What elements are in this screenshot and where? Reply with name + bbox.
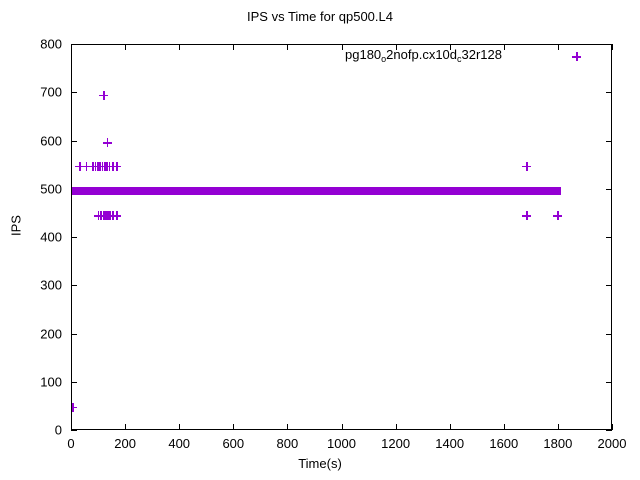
data-point-marker xyxy=(81,161,91,171)
x-tick-label: 600 xyxy=(222,436,245,451)
x-axis-label: Time(s) xyxy=(298,456,342,471)
data-band xyxy=(72,187,562,196)
x-tick-label: 400 xyxy=(168,436,191,451)
data-point-marker xyxy=(101,211,111,221)
y-tick-mark xyxy=(71,333,77,335)
x-tick-mark xyxy=(612,44,613,50)
x-tick-label: 2000 xyxy=(597,436,627,451)
x-tick-mark xyxy=(612,424,613,430)
x-tick-mark xyxy=(287,44,289,50)
data-point-marker xyxy=(104,161,114,171)
x-tick-mark xyxy=(503,44,505,50)
x-tick-label: 800 xyxy=(276,436,299,451)
x-tick-mark xyxy=(179,424,181,430)
x-tick-mark xyxy=(341,424,343,430)
x-tick-mark xyxy=(449,424,451,430)
x-tick-label: 200 xyxy=(114,436,136,451)
y-tick-mark xyxy=(71,237,77,238)
y-tick-mark xyxy=(606,188,612,190)
data-point-marker xyxy=(98,211,108,221)
y-tick-label: 400 xyxy=(40,229,62,245)
x-tick-mark xyxy=(287,424,289,430)
data-point-marker xyxy=(553,211,563,221)
y-tick-mark xyxy=(606,430,612,431)
y-tick-label: 200 xyxy=(40,326,62,341)
x-tick-mark xyxy=(557,424,559,430)
y-tick-label: 700 xyxy=(40,84,62,100)
legend-label: pg180o2nofp.cx10dc32r128 xyxy=(345,47,502,64)
data-point-marker xyxy=(92,161,102,171)
x-tick-mark xyxy=(557,44,559,50)
data-point-marker xyxy=(105,211,115,221)
data-point-marker xyxy=(90,161,100,171)
x-tick-mark xyxy=(179,44,181,50)
y-tick-mark xyxy=(606,333,612,335)
x-tick-mark xyxy=(233,424,235,430)
data-point-marker xyxy=(108,211,118,221)
data-point-marker xyxy=(112,211,122,221)
x-tick-mark xyxy=(503,424,505,430)
data-point-marker xyxy=(100,161,109,171)
y-tick-label: 100 xyxy=(40,374,62,390)
data-point-marker xyxy=(108,161,118,171)
y-tick-mark xyxy=(606,140,612,142)
data-point-marker xyxy=(93,211,103,221)
chart-title: IPS vs Time for qp500.L4 xyxy=(247,9,393,24)
data-point-marker xyxy=(521,161,531,171)
data-point-marker xyxy=(521,211,531,221)
y-tick-mark xyxy=(606,237,612,238)
x-tick-mark xyxy=(395,424,397,430)
data-point-marker xyxy=(95,161,105,171)
legend-text-part-2: 2nofp.cx10d xyxy=(386,47,458,62)
legend-subscript-2: c xyxy=(457,54,462,64)
x-tick-mark xyxy=(125,44,127,50)
y-axis-label: IPS xyxy=(8,215,24,236)
x-tick-label: 1400 xyxy=(435,436,465,451)
y-tick-mark xyxy=(71,285,77,287)
y-tick-mark xyxy=(71,381,77,383)
data-point-marker xyxy=(96,211,106,221)
x-tick-mark xyxy=(233,44,235,50)
plot-area xyxy=(71,44,612,430)
x-tick-label: 1600 xyxy=(489,436,519,451)
y-tick-mark xyxy=(606,285,612,287)
y-tick-label: 0 xyxy=(54,422,62,438)
data-point-marker xyxy=(88,161,98,171)
x-tick-label: 1200 xyxy=(381,436,411,451)
legend-text-part-3: 32r128 xyxy=(461,47,502,62)
x-tick-mark xyxy=(125,424,127,430)
x-tick-mark xyxy=(395,44,397,50)
y-tick-mark xyxy=(606,92,612,94)
data-point-marker xyxy=(97,161,107,171)
x-tick-mark xyxy=(449,44,451,50)
data-point-marker xyxy=(102,137,112,147)
y-tick-mark xyxy=(71,140,77,142)
data-point-marker xyxy=(112,161,122,171)
y-tick-label: 600 xyxy=(40,133,62,148)
y-tick-label: 500 xyxy=(40,181,62,197)
data-point-marker xyxy=(103,211,113,221)
x-tick-label: 0 xyxy=(67,436,75,451)
y-tick-label: 300 xyxy=(40,277,62,293)
data-point-marker xyxy=(98,90,108,100)
x-tick-label: 1800 xyxy=(543,436,573,451)
x-tick-mark xyxy=(341,44,343,50)
y-tick-label: 800 xyxy=(40,36,62,52)
y-tick-mark xyxy=(606,381,612,383)
legend-subscript-1: o xyxy=(381,54,387,64)
y-tick-mark xyxy=(71,92,77,94)
y-tick-mark xyxy=(71,430,77,431)
data-point-marker xyxy=(102,161,112,171)
x-tick-label: 1000 xyxy=(327,436,356,451)
data-point-marker xyxy=(72,402,78,412)
data-point-marker xyxy=(75,161,85,171)
legend-text-part-1: pg180 xyxy=(345,47,382,62)
